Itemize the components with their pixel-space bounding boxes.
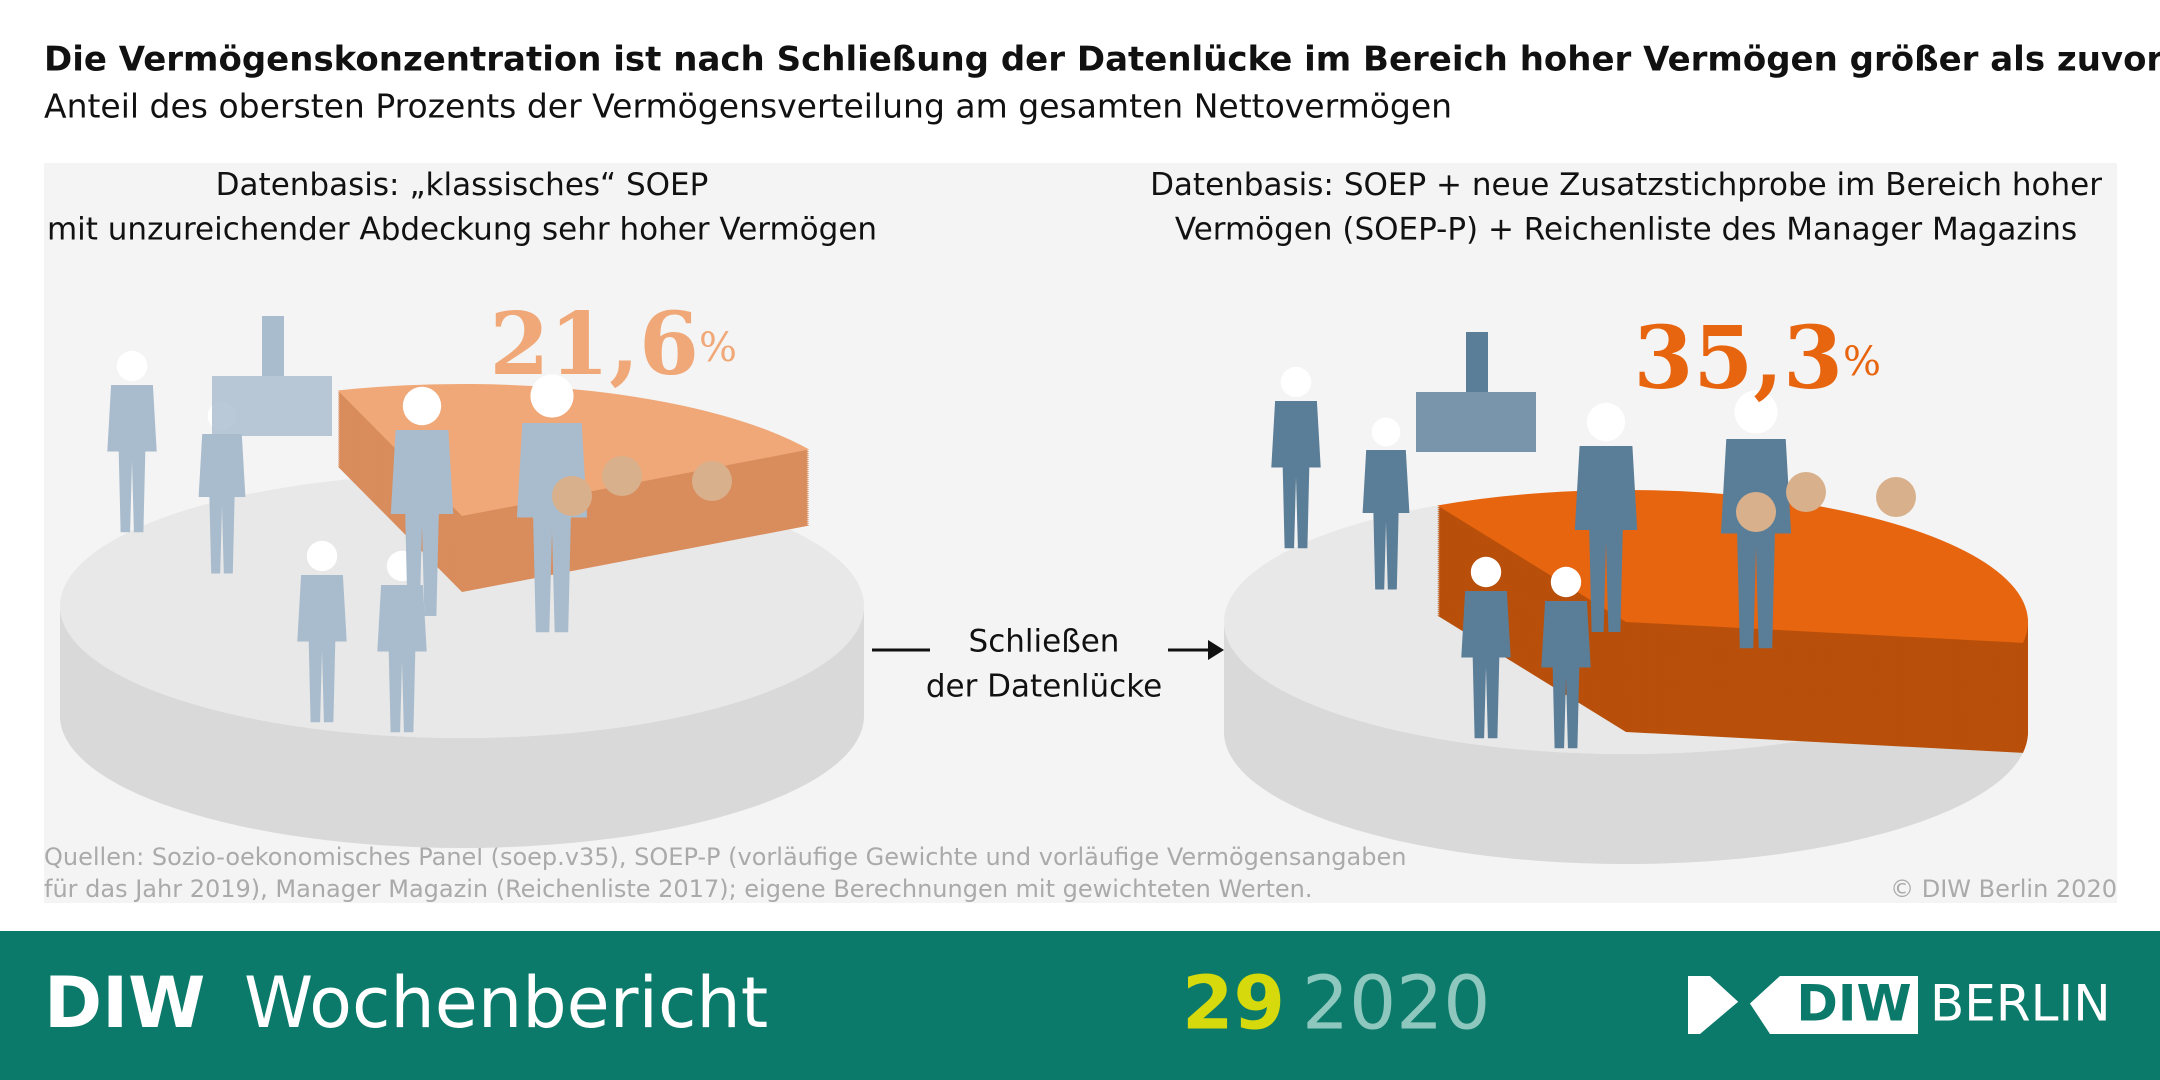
logo-city: BERLIN [1930, 975, 2111, 1033]
money-bag [552, 476, 592, 516]
money-bag [692, 461, 732, 501]
person-body [107, 385, 157, 533]
value-label: 35,3% [1634, 308, 1881, 409]
person-head [1371, 417, 1401, 447]
person-head [1586, 402, 1626, 442]
person-head [306, 540, 338, 572]
person-head [1734, 390, 1778, 434]
panel-heading: Datenbasis: „klassisches“ SOEP [216, 167, 709, 203]
person-head [116, 350, 148, 382]
heading-lead: Datenbasis: [216, 167, 400, 203]
person-body [1461, 591, 1511, 739]
footer-issue: 29 [1182, 961, 1285, 1047]
person-body [377, 585, 427, 733]
heading-lead: Datenbasis: [1150, 167, 1334, 203]
panel-heading: Datenbasis: SOEP + neue Zusatzstichprobe … [1150, 167, 2102, 203]
footer-brand: Wochenbericht [244, 962, 768, 1044]
logo-icon-cut [1700, 996, 1770, 1034]
panel-heading-line: Vermögen (SOEP-P) + Reichenliste des Man… [1175, 212, 2077, 248]
arrow-head [1208, 640, 1224, 660]
heading-line: „klassisches“ SOEP [409, 167, 708, 203]
factory [1416, 392, 1536, 452]
person-body [1271, 401, 1321, 549]
person-body [1541, 601, 1591, 749]
person-body [297, 575, 347, 723]
person-head [402, 386, 442, 426]
subtitle: Anteil des obersten Prozents der Vermöge… [44, 87, 1452, 126]
pie-side [1224, 622, 2028, 864]
person-body [516, 423, 588, 633]
person-body [198, 434, 246, 574]
person-body [390, 430, 454, 616]
person-body [1362, 450, 1410, 590]
person-body [1720, 439, 1792, 649]
money-bag [602, 456, 642, 496]
copyright: © DIW Berlin 2020 [1890, 875, 2117, 903]
footer-brand-bold: DIW [44, 962, 205, 1044]
person-head [1550, 566, 1582, 598]
money-bag [1786, 472, 1826, 512]
panel-heading-line: mit unzureichender Abdeckung sehr hoher … [47, 212, 877, 248]
pie-side [60, 606, 864, 848]
logo-box [1790, 976, 1918, 1034]
money-bag [1876, 477, 1916, 517]
title: Die Vermögenskonzentration ist nach Schl… [44, 40, 2160, 80]
person-head [1470, 556, 1502, 588]
footer-year: 2020 [1302, 961, 1490, 1047]
heading-line: SOEP + neue Zusatzstichprobe im Bereich … [1344, 167, 2102, 203]
chimney [262, 316, 284, 376]
annotation: der Datenlücke [926, 669, 1162, 705]
money-bag [1736, 492, 1776, 532]
source: Quellen: Sozio-oekonomisches Panel (soep… [44, 843, 1406, 871]
value-label: 21,6% [490, 294, 737, 395]
person-body [1574, 446, 1638, 632]
annotation: Schließen [969, 624, 1120, 660]
factory [212, 376, 332, 436]
logo-text: DIW [1796, 975, 1911, 1033]
chimney [1466, 332, 1488, 392]
source: für das Jahr 2019), Manager Magazin (Rei… [44, 875, 1313, 903]
person-head [530, 374, 574, 418]
person-head [1280, 366, 1312, 398]
